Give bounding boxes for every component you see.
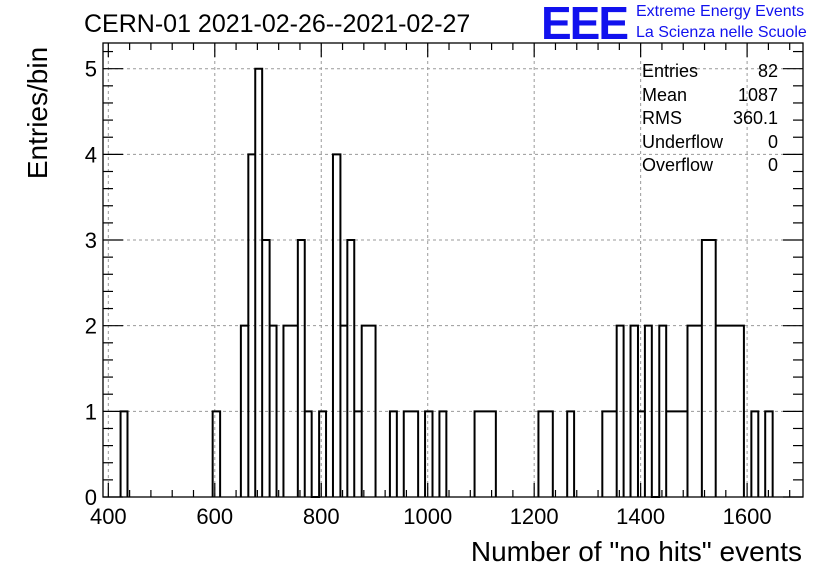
stats-row-entries: Entries 82 <box>642 60 778 84</box>
plot-frame <box>102 42 804 498</box>
stat-value: 82 <box>757 61 778 81</box>
y-axis-label: Entries/bin <box>22 46 53 180</box>
stat-value: 1087 <box>737 84 778 105</box>
x-tick-label: 600 <box>196 504 233 529</box>
stat-label: Overflow <box>642 155 714 175</box>
x-tick-label: 400 <box>90 504 127 529</box>
y-tick-label: 0 <box>85 485 97 510</box>
stats-row-overflow: Overflow 0 <box>642 154 778 178</box>
x-tick-label: 800 <box>303 504 340 529</box>
tick-labels: 400 600 800 1000 1200 1400 1600 0 1 2 3 4 5 <box>85 57 772 529</box>
stat-label: RMS <box>642 108 682 128</box>
stat-value: 0 <box>767 131 778 152</box>
stats-row-rms: RMS 360.1 <box>642 107 778 131</box>
stats-box: Entries 82 Mean 1087 RMS 360.1 Underflow 0 O… <box>642 60 778 178</box>
x-tick-label: 1400 <box>616 504 665 529</box>
stat-value: 360.1 <box>732 108 778 128</box>
chart-title: CERN-01 2021-02-26--2021-02-27 <box>84 10 471 38</box>
eee-logo: EEE <box>541 0 629 49</box>
x-tick-label: 1600 <box>723 504 772 529</box>
y-tick-label: 1 <box>85 399 97 424</box>
logo-line-2: La Scienza nelle Scuole <box>636 24 807 41</box>
stat-value: 0 <box>767 155 778 175</box>
stat-label: Underflow <box>642 131 724 152</box>
y-tick-label: 2 <box>85 314 97 339</box>
y-tick-label: 3 <box>85 228 97 253</box>
x-tick-label: 1200 <box>510 504 559 529</box>
stat-label: Entries <box>642 61 699 81</box>
logo-line-1: Extreme Energy Events <box>636 3 805 20</box>
axis-ticks <box>103 43 803 498</box>
y-tick-label: 5 <box>85 57 97 82</box>
x-tick-label: 1000 <box>403 504 452 529</box>
y-tick-label: 4 <box>85 142 97 167</box>
stat-label: Mean <box>642 84 688 105</box>
x-axis-label: Number of "no hits" events <box>470 536 802 567</box>
stats-row-mean: Mean 1087 <box>642 84 778 108</box>
stats-row-underflow: Underflow 0 <box>642 131 778 155</box>
